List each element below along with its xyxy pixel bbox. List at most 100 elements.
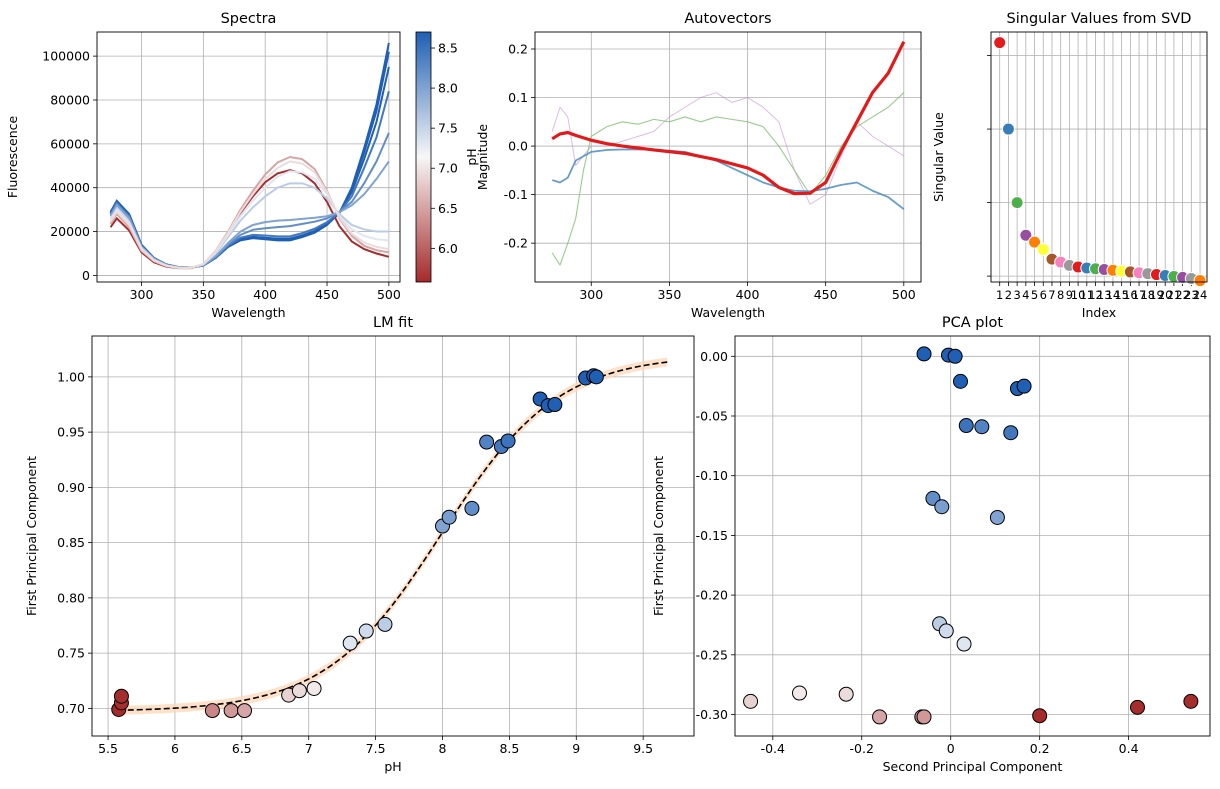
x-tick-label: 1 [996, 288, 1003, 302]
colorbar-tick-label: 7.0 [438, 161, 458, 176]
x-tick-label: 18 [1140, 288, 1155, 302]
singular-value-point [1019, 228, 1033, 242]
x-tick-label: 400 [253, 287, 277, 302]
autovector-line [551, 92, 905, 266]
x-tick-label: 5.5 [98, 741, 118, 756]
lmfit-title: LM fit [373, 315, 413, 331]
pca-point [1032, 708, 1048, 724]
spectrum-line [109, 66, 390, 269]
x-tick-label: 23 [1184, 288, 1199, 302]
x-tick-label: 7 [305, 741, 313, 756]
spectra-axes-frame [96, 31, 401, 283]
singular-ylabel: Singular Value [931, 112, 946, 202]
x-tick-label: 4 [1022, 288, 1029, 302]
singular-value-point [1036, 243, 1050, 257]
y-tick-label: 0.70 [57, 701, 85, 716]
y-tick-label: 0.2 [508, 41, 528, 56]
pca-point [791, 685, 807, 701]
pca-point [1003, 425, 1019, 441]
y-tick-label: 0.85 [57, 535, 85, 550]
x-tick-label: 450 [814, 287, 838, 302]
spectrum-line [109, 90, 390, 269]
pca-point [743, 693, 759, 709]
colorbar-tick-label: 8.0 [438, 81, 458, 96]
x-tick-label: 9 [1066, 288, 1073, 302]
x-tick-label: 0.2 [1030, 741, 1050, 756]
x-tick-label: 0 [947, 741, 955, 756]
pca-xlabel: Second Principal Component [883, 759, 1063, 774]
lmfit-data-point [113, 688, 129, 704]
x-tick-label: 11 [1079, 288, 1094, 302]
y-tick-label: 1.00 [57, 369, 85, 384]
x-tick-label: 17 [1132, 288, 1147, 302]
pca-point [958, 418, 974, 434]
pca-point [956, 636, 972, 652]
singular-value-point [1193, 274, 1207, 288]
fit-confidence-band [118, 357, 668, 715]
spectra-title: Spectra [221, 11, 277, 27]
autovectors-title: Autovectors [684, 11, 771, 27]
pca-panel: PCA plot-0.4 -0.2 0 0.2 0.40.00-0.05-0.10-0.… [651, 315, 1211, 774]
lmfit-data-point [547, 397, 563, 413]
colorbar-tick-label: 6.0 [438, 241, 458, 256]
x-tick-label: 500 [377, 287, 401, 302]
spectrum-line [109, 160, 390, 269]
y-tick-label: 60000 [50, 136, 90, 151]
y-tick-label: -0.25 [696, 647, 728, 662]
x-tick-label: 14 [1106, 288, 1121, 302]
autovectors-xlabel: Wavelength [691, 305, 765, 320]
autovector-lines [551, 40, 906, 266]
pca-point [1130, 699, 1145, 715]
pca-point [952, 373, 968, 389]
lmfit-data-point [500, 433, 516, 449]
singular-value-point [1028, 235, 1042, 249]
colorbar-label: pH [464, 148, 479, 165]
x-tick-label: 450 [315, 287, 339, 302]
singular-axes-frame [990, 31, 1208, 283]
y-tick-label: -0.10 [696, 468, 728, 483]
lmfit-axes-frame [91, 335, 695, 737]
x-tick-label: 19 [1149, 288, 1164, 302]
y-tick-label: 0.00 [700, 349, 728, 364]
pca-axes-frame [734, 335, 1211, 737]
y-tick-label: 40000 [50, 180, 90, 195]
pca-point [916, 709, 932, 725]
x-tick-label: 300 [579, 287, 603, 302]
lmfit-data-point [464, 500, 480, 516]
y-tick-label: -0.05 [696, 409, 728, 424]
pca-point [838, 686, 854, 702]
colorbar-bar [415, 31, 432, 283]
lmfit-data-point [377, 616, 393, 632]
autovector-line [551, 40, 906, 196]
x-tick-label: 5 [1031, 288, 1038, 302]
y-tick-label: 0.1 [508, 90, 528, 105]
singular-value-point [993, 36, 1007, 50]
y-tick-label: -0.15 [696, 528, 728, 543]
y-tick-label: 0.80 [57, 590, 85, 605]
lmfit-ylabel: First Principal Component [24, 456, 39, 616]
x-tick-label: 8 [439, 741, 447, 756]
spectrum-line [109, 160, 390, 269]
lmfit-xlabel: pH [384, 759, 401, 774]
lmfit-data-point [223, 703, 239, 719]
lmfit-panel: LM fit 5.5 6 6.5 7 7.5 8 8.5 9 9.5 0.70 0.75 0.80 0.8… [24, 315, 695, 774]
lmfit-data-point [291, 683, 307, 699]
lmfit-data-point [479, 434, 495, 450]
x-tick-label: -0.4 [761, 741, 785, 756]
singular-title: Singular Values from SVD [1007, 11, 1192, 27]
x-tick-label: 500 [892, 287, 916, 302]
y-tick-label: 0.0 [508, 139, 528, 154]
x-tick-label: 22 [1175, 288, 1190, 302]
spectrum-line [109, 42, 390, 269]
x-tick-label: 20 [1158, 288, 1173, 302]
x-tick-label: 2 [1005, 288, 1012, 302]
lmfit-data-point [204, 703, 220, 719]
pca-point [872, 709, 888, 725]
pca-point [989, 509, 1005, 525]
spectrum-line [109, 155, 390, 269]
x-tick-label: 9.5 [633, 741, 653, 756]
x-tick-label: 21 [1167, 288, 1182, 302]
x-tick-label: 6 [1040, 288, 1047, 302]
colorbar: 6.0 6.5 7.0 7.5 8.0 8.5 pH [415, 31, 479, 283]
